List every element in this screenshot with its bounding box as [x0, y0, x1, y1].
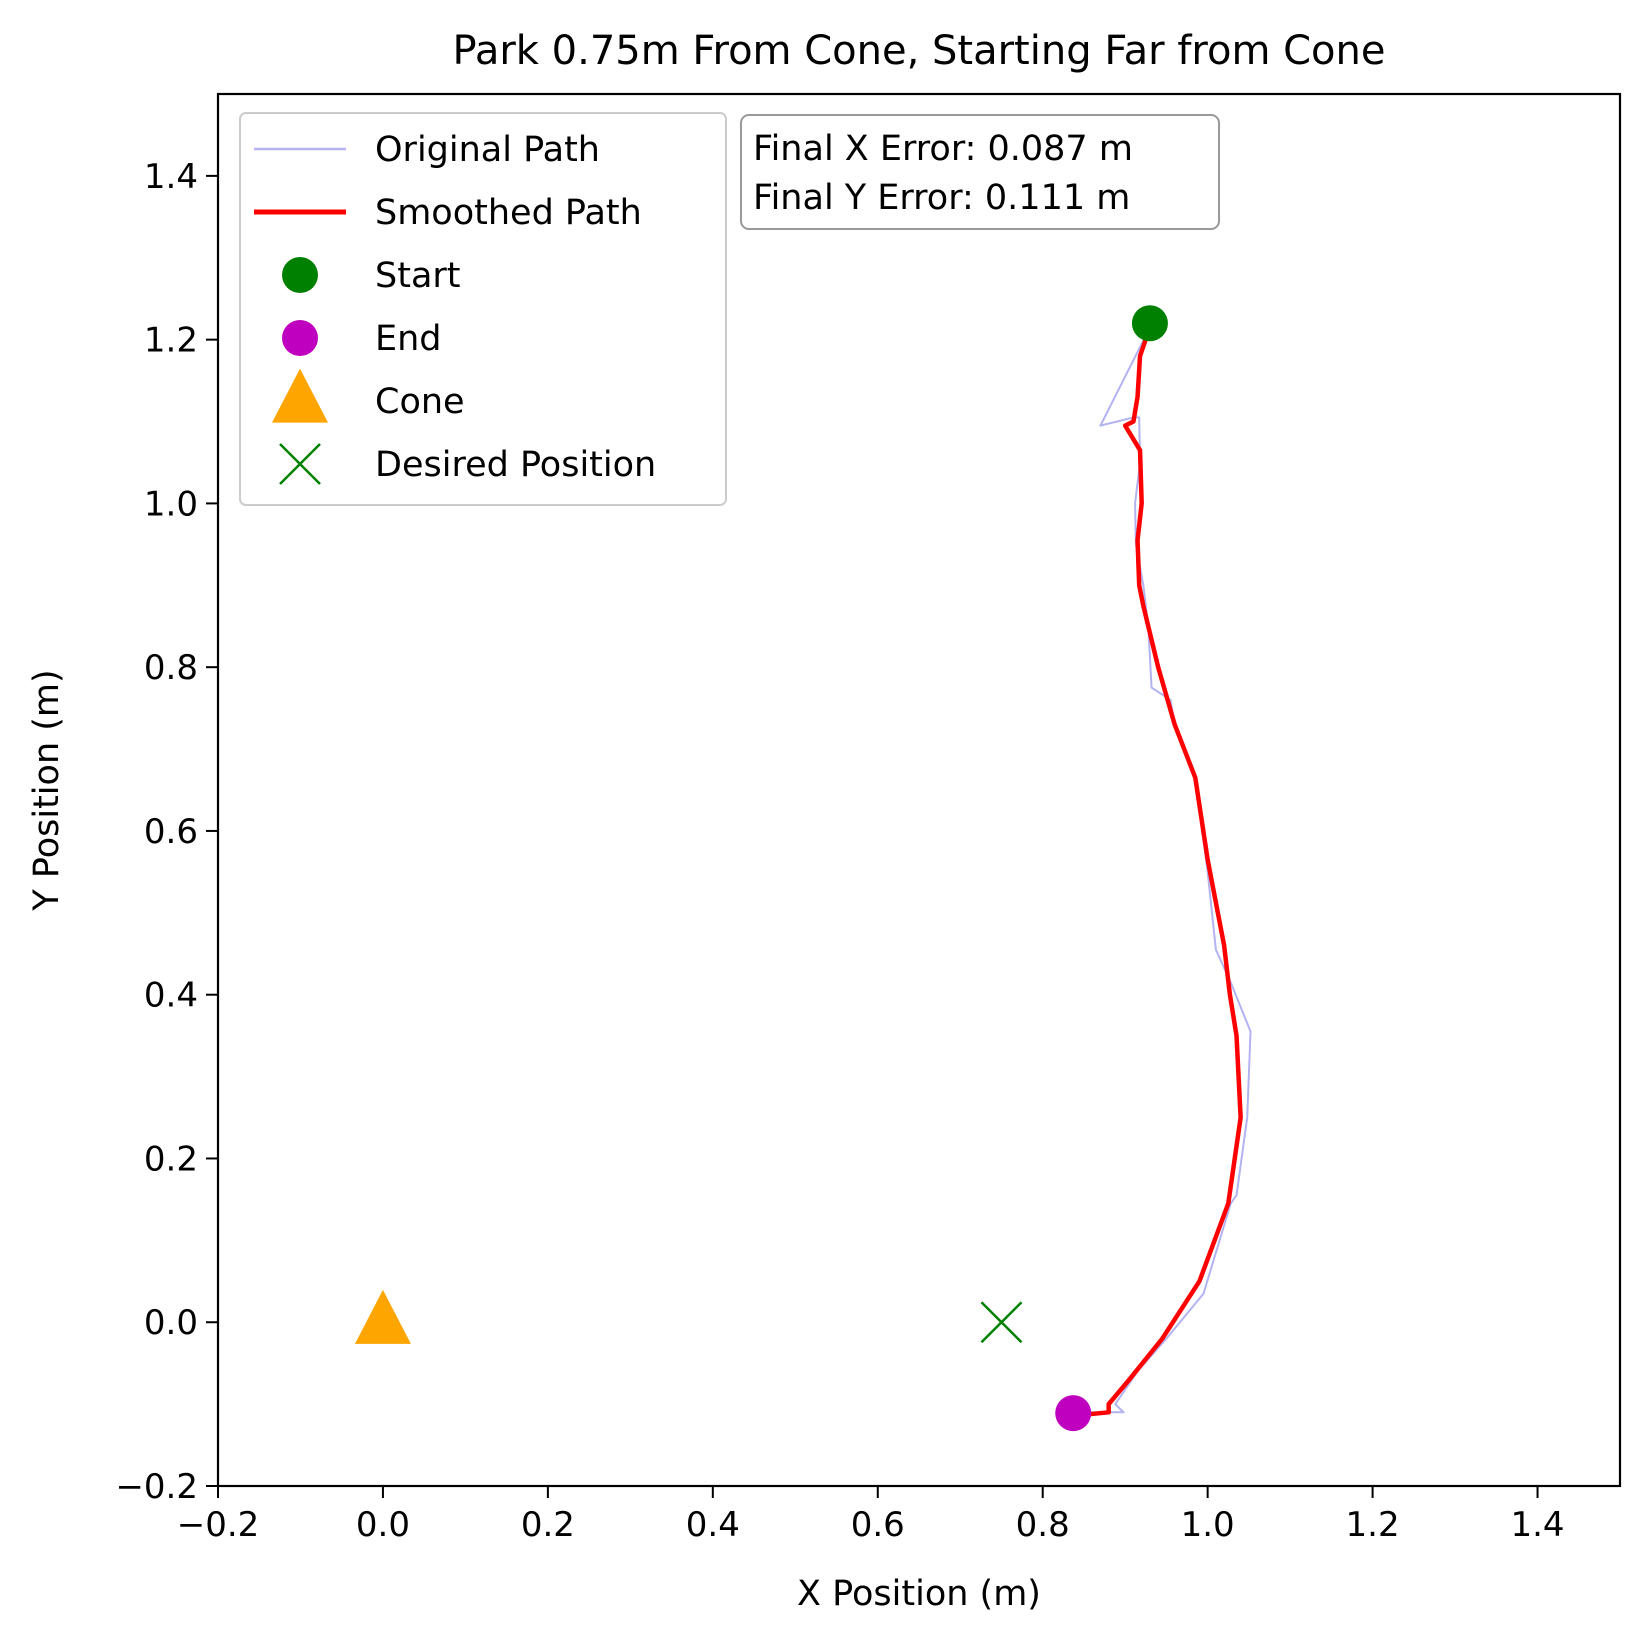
start-marker [1131, 305, 1168, 342]
y-tick-label: 1.2 [144, 321, 198, 361]
legend-label: Smoothed Path [375, 193, 642, 233]
annotation-frame [740, 114, 1220, 230]
y-tick-label: 0.0 [144, 1303, 198, 1343]
error-annotation-box: Final X Error: 0.087 m Final Y Error: 0.… [740, 114, 1220, 230]
plot-frame [216, 92, 1622, 1488]
x-tick-label: 0.0 [356, 1505, 410, 1545]
x-tick-label: 0.8 [1016, 1505, 1070, 1545]
legend-item: Cone [272, 368, 465, 423]
legend-item: End [282, 319, 442, 359]
legend-item: Original Path [254, 130, 600, 170]
legend-label: Original Path [375, 130, 600, 170]
plot-marks [354, 305, 1252, 1432]
end-marker [1055, 1395, 1092, 1432]
legend-item: Smoothed Path [254, 193, 642, 233]
y-tick-label: −0.2 [115, 1467, 198, 1507]
y-tick-label: 1.4 [144, 157, 198, 197]
y-tick-label: 0.6 [144, 812, 198, 852]
annotation-line-x-error: Final X Error: 0.087 m [753, 129, 1133, 169]
smoothed-path-line [1073, 325, 1243, 1417]
chart-title: Park 0.75m From Cone, Starting Far from … [453, 28, 1386, 74]
legend-swatch-desired-position-stroke [279, 443, 321, 485]
x-tick-label: 0.2 [521, 1505, 575, 1545]
x-axis: −0.2 0.0 0.2 0.4 0.6 0.8 1.0 1.2 1.4 [177, 1486, 1565, 1545]
legend-swatch-desired-position [279, 443, 321, 485]
x-tick-label: 0.4 [686, 1505, 740, 1545]
legend-swatch-end [282, 320, 318, 356]
legend-label: Start [375, 256, 461, 296]
legend-label: Desired Position [375, 445, 656, 485]
legend-item: Start [282, 256, 461, 296]
y-tick-label: 1.0 [144, 484, 198, 524]
y-tick-label: 0.2 [144, 1139, 198, 1179]
y-axis-label: Y Position (m) [27, 669, 67, 911]
x-tick-label: 1.2 [1346, 1505, 1400, 1545]
x-tick-label: 1.4 [1510, 1505, 1564, 1545]
x-tick-label: 1.0 [1181, 1505, 1235, 1545]
legend-item: Desired Position [279, 443, 656, 485]
cone-marker [354, 1289, 411, 1344]
x-axis-label: X Position (m) [797, 1574, 1041, 1614]
y-tick-label: 0.8 [144, 648, 198, 688]
y-tick-label: 0.4 [144, 976, 198, 1016]
x-tick-label: 0.6 [851, 1505, 905, 1545]
legend-label: Cone [375, 382, 465, 422]
annotation-line-y-error: Final Y Error: 0.111 m [753, 178, 1130, 218]
legend-swatch-cone [272, 368, 328, 423]
desired-position-marker [980, 1301, 1023, 1344]
y-axis: −0.2 0.0 0.2 0.4 0.6 0.8 1.0 1.2 1.4 [115, 157, 218, 1507]
legend-frame [239, 112, 727, 506]
legend: Original Path Smoothed Path Start End Cone De… [239, 112, 727, 506]
desired-position-marker-stroke [980, 1301, 1023, 1344]
legend-label: End [375, 319, 442, 359]
x-tick-label: −0.2 [177, 1505, 260, 1545]
legend-swatch-start [282, 257, 318, 293]
